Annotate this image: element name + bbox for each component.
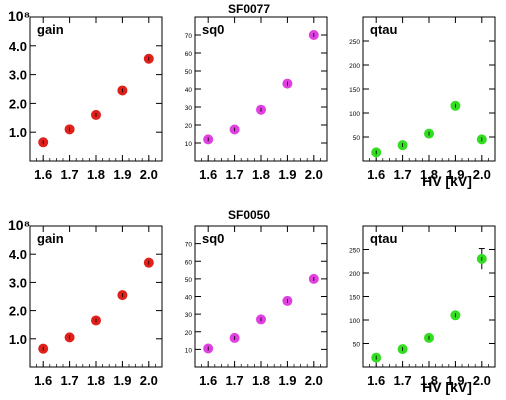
- y-tick-label: 250: [349, 248, 360, 255]
- x-tick-label: 1.6: [34, 373, 52, 388]
- y-tick-label: 4.0: [9, 247, 27, 262]
- x-tick-label: 1.6: [367, 373, 385, 388]
- y-tick-label: 2.0: [9, 304, 27, 319]
- x-tick-label: 2.0: [473, 167, 491, 182]
- y-tick-label: 60: [185, 259, 193, 266]
- x-axis-label-bottom: HV [kV]: [422, 379, 472, 395]
- panel-label: sq0: [202, 231, 224, 246]
- y-tick-label: 50: [353, 135, 361, 142]
- plot-frame: [362, 16, 496, 162]
- y-tick-label: 200: [349, 63, 360, 70]
- y-tick-label: 1.0: [9, 125, 27, 140]
- panel-label: qtau: [370, 231, 398, 246]
- row-title-sf0077: SF0077: [228, 2, 270, 16]
- x-tick-label: 1.8: [252, 167, 270, 182]
- y-tick-label: 100: [349, 318, 360, 325]
- x-tick-label: 1.7: [61, 167, 79, 182]
- panel-label: sq0: [202, 22, 224, 37]
- plot-frame: [29, 225, 163, 368]
- y-tick-label: 250: [349, 39, 360, 46]
- panel-sq0-sf0050: sq0 1.6 1.7 1.8 1.9 2.0 10 20 30 40 50 60 70: [185, 225, 328, 388]
- x-tick-label: 1.9: [278, 167, 296, 182]
- x-tick-label: 1.9: [446, 373, 464, 388]
- y-tick-label: 10: [185, 347, 193, 354]
- y-tick-label: 150: [349, 87, 360, 94]
- panel-sq0-sf0077: sq0 1.6 1.7 1.8 1.9 2.0 10 20 30 40 50 60 70: [185, 16, 328, 182]
- y-tick-label: 40: [185, 87, 193, 94]
- x-tick-label: 1.9: [446, 167, 464, 182]
- y-tick-label: 50: [353, 342, 361, 349]
- panel-qtau-sf0050: qtau 1.6 1.7 1.8 1.9 2.0 50 100 150 200 250: [349, 225, 496, 388]
- y-tick-label: 50: [185, 277, 193, 284]
- y-tick-label: 40: [185, 295, 193, 302]
- panel-gain-sf0077: gain 1.6 1.7 1.8 1.9 2.0 1.0 2.0 3.0 4.0: [9, 16, 163, 182]
- x-tick-label: 1.8: [87, 373, 105, 388]
- panels: gain 1.6 1.7 1.8 1.9 2.0 1.0 2.0 3.0 4.0 sq0 1.6 1.7…: [9, 16, 496, 388]
- x-tick-label: 1.8: [420, 167, 438, 182]
- plot-frame: [362, 225, 496, 368]
- x-tick-label: 1.8: [252, 373, 270, 388]
- y-tick-label: 20: [185, 330, 193, 337]
- y-tick-label: 2.0: [9, 96, 27, 111]
- y-tick-label: 3.0: [9, 68, 27, 83]
- x-tick-label: 1.8: [420, 373, 438, 388]
- x-tick-label: 1.7: [226, 167, 244, 182]
- y-tick-label: 50: [185, 69, 193, 76]
- x-tick-label: 2.0: [305, 373, 323, 388]
- x-tick-label: 1.9: [113, 373, 131, 388]
- y-exponent-top: 10⁸: [8, 8, 30, 24]
- y-tick-label: 200: [349, 271, 360, 278]
- panel-gain-sf0050: gain 1.6 1.7 1.8 1.9 2.0 1.0 2.0 3.0 4.0: [9, 225, 163, 388]
- x-tick-label: 1.9: [278, 373, 296, 388]
- x-tick-label: 1.6: [34, 167, 52, 182]
- x-tick-label: 2.0: [140, 373, 158, 388]
- x-tick-label: 1.7: [226, 373, 244, 388]
- y-tick-label: 20: [185, 123, 193, 130]
- x-tick-label: 1.7: [394, 167, 412, 182]
- y-tick-label: 70: [185, 242, 193, 249]
- y-tick-label: 70: [185, 33, 193, 40]
- x-tick-label: 1.6: [199, 373, 217, 388]
- y-tick-label: 3.0: [9, 275, 27, 290]
- x-tick-label: 1.6: [367, 167, 385, 182]
- x-tick-label: 1.7: [394, 373, 412, 388]
- x-tick-label: 2.0: [305, 167, 323, 182]
- x-axis-label-top: HV [kV]: [422, 173, 472, 189]
- x-tick-label: 1.9: [113, 167, 131, 182]
- y-tick-label: 60: [185, 51, 193, 58]
- plot-frame: [194, 16, 328, 162]
- panel-label: gain: [37, 22, 64, 37]
- y-tick-label: 1.0: [9, 332, 27, 347]
- x-tick-label: 2.0: [140, 167, 158, 182]
- row-title-sf0050: SF0050: [228, 208, 270, 222]
- panel-label: qtau: [370, 22, 398, 37]
- y-tick-label: 4.0: [9, 39, 27, 54]
- x-tick-label: 1.6: [199, 167, 217, 182]
- y-exponent-bottom: 10⁸: [8, 217, 30, 233]
- x-tick-label: 1.7: [61, 373, 79, 388]
- plot-frame: [29, 16, 163, 162]
- y-tick-label: 150: [349, 295, 360, 302]
- panel-label: gain: [37, 231, 64, 246]
- y-tick-label: 30: [185, 312, 193, 319]
- y-tick-label: 10: [185, 141, 193, 148]
- x-tick-label: 1.8: [87, 167, 105, 182]
- y-tick-label: 30: [185, 105, 193, 112]
- plot-frame: [194, 225, 328, 368]
- x-tick-label: 2.0: [473, 373, 491, 388]
- y-tick-label: 100: [349, 111, 360, 118]
- panel-qtau-sf0077: qtau 1.6 1.7 1.8 1.9 2.0 50 100 150 200 250: [349, 16, 496, 182]
